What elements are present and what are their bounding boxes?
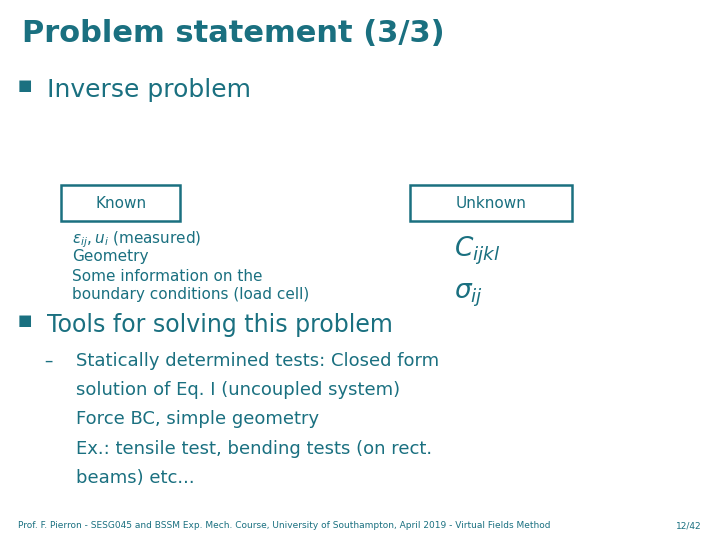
Text: ■: ■ bbox=[18, 78, 32, 93]
Text: ■: ■ bbox=[18, 313, 32, 328]
Text: Inverse problem: Inverse problem bbox=[47, 78, 251, 102]
Text: Prof. F. Pierron - SESG045 and BSSM Exp. Mech. Course, University of Southampton: Prof. F. Pierron - SESG045 and BSSM Exp.… bbox=[18, 521, 551, 530]
Text: Geometry: Geometry bbox=[72, 249, 148, 265]
Text: solution of Eq. I (uncoupled system): solution of Eq. I (uncoupled system) bbox=[76, 381, 400, 399]
Text: Some information on the: Some information on the bbox=[72, 269, 263, 284]
Text: $\sigma_{ij}$: $\sigma_{ij}$ bbox=[454, 282, 482, 309]
Text: Tools for solving this problem: Tools for solving this problem bbox=[47, 313, 392, 337]
Text: Problem statement (3/3): Problem statement (3/3) bbox=[22, 19, 444, 48]
Text: $C_{ijkl}$: $C_{ijkl}$ bbox=[454, 235, 500, 267]
Text: Unknown: Unknown bbox=[456, 195, 527, 211]
Text: boundary conditions (load cell): boundary conditions (load cell) bbox=[72, 287, 310, 302]
Text: Statically determined tests: Closed form: Statically determined tests: Closed form bbox=[76, 352, 438, 370]
Text: Force BC, simple geometry: Force BC, simple geometry bbox=[76, 410, 319, 428]
Text: beams) etc...: beams) etc... bbox=[76, 469, 194, 487]
Text: $\varepsilon_{ij},u_i$ (measured): $\varepsilon_{ij},u_i$ (measured) bbox=[72, 230, 202, 250]
FancyBboxPatch shape bbox=[61, 185, 180, 221]
Text: –: – bbox=[45, 352, 53, 370]
FancyBboxPatch shape bbox=[410, 185, 572, 221]
Text: 12/42: 12/42 bbox=[676, 521, 702, 530]
Text: Ex.: tensile test, bending tests (on rect.: Ex.: tensile test, bending tests (on rec… bbox=[76, 440, 432, 457]
Text: Known: Known bbox=[95, 195, 146, 211]
